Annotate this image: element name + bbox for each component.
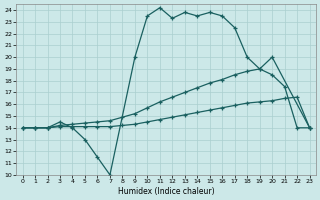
X-axis label: Humidex (Indice chaleur): Humidex (Indice chaleur)	[118, 187, 214, 196]
